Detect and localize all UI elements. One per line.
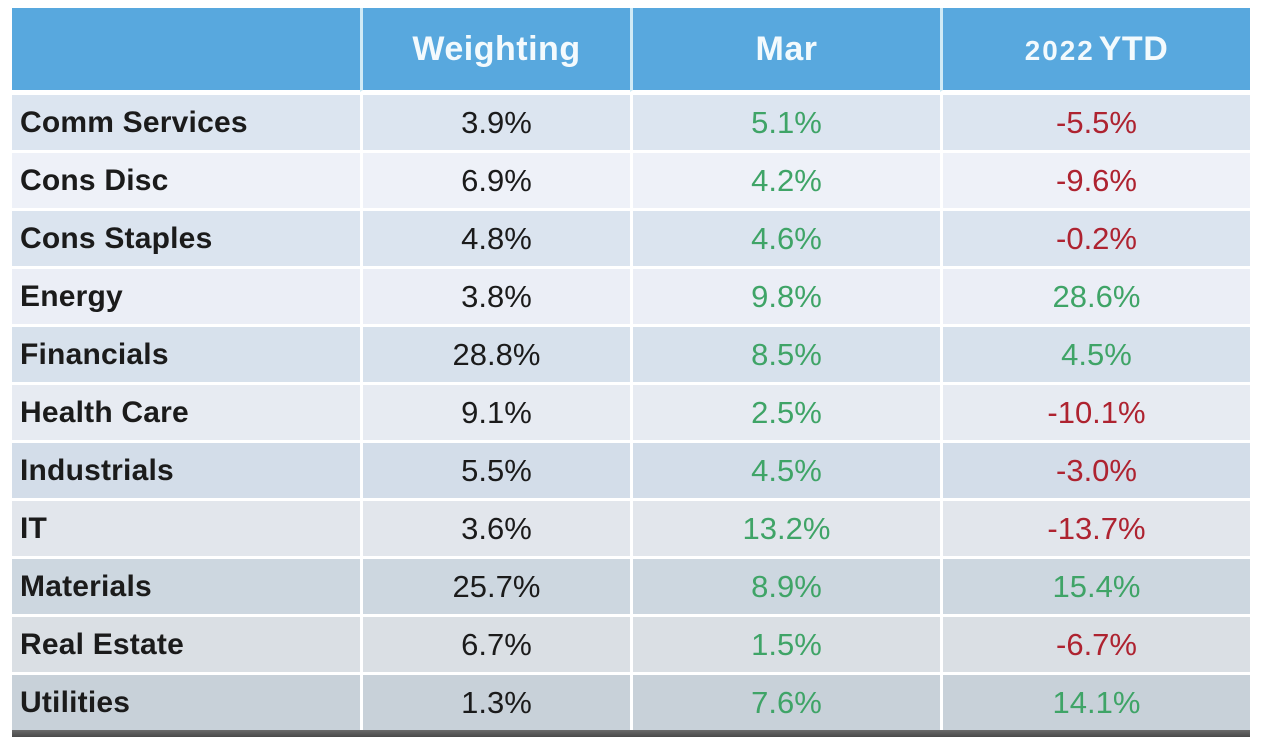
table-row: Financials 28.8% 8.5% 4.5% xyxy=(12,324,1250,382)
sector-label: Utilities xyxy=(12,672,360,730)
ytd-value: -3.0% xyxy=(940,440,1250,498)
ytd-value: -13.7% xyxy=(940,498,1250,556)
mar-value: 4.5% xyxy=(630,440,940,498)
ytd-value: -10.1% xyxy=(940,382,1250,440)
weighting-value: 28.8% xyxy=(360,324,630,382)
mar-value: 4.2% xyxy=(630,150,940,208)
sector-label: Financials xyxy=(12,324,360,382)
table-row: Cons Staples 4.8% 4.6% -0.2% xyxy=(12,208,1250,266)
col-header-ytd: 2022 YTD xyxy=(940,8,1250,92)
weighting-value: 6.9% xyxy=(360,150,630,208)
sector-returns-table: Weighting Mar 2022 YTD Comm Services 3.9%… xyxy=(12,8,1250,730)
weighting-value: 3.8% xyxy=(360,266,630,324)
col-header-mar: Mar xyxy=(630,8,940,92)
table-row: Materials 25.7% 8.9% 15.4% xyxy=(12,556,1250,614)
table-row: IT 3.6% 13.2% -13.7% xyxy=(12,498,1250,556)
ytd-value: -9.6% xyxy=(940,150,1250,208)
sector-label: Industrials xyxy=(12,440,360,498)
sector-label: Cons Disc xyxy=(12,150,360,208)
sector-label: Health Care xyxy=(12,382,360,440)
corner-cell xyxy=(12,8,360,92)
weighting-value: 6.7% xyxy=(360,614,630,672)
ytd-value: -6.7% xyxy=(940,614,1250,672)
sector-label: IT xyxy=(12,498,360,556)
sector-label: Comm Services xyxy=(12,92,360,150)
weighting-value: 4.8% xyxy=(360,208,630,266)
weighting-value: 1.3% xyxy=(360,672,630,730)
table-body: Comm Services 3.9% 5.1% -5.5% Cons Disc … xyxy=(12,92,1250,730)
ytd-value: 28.6% xyxy=(940,266,1250,324)
mar-value: 4.6% xyxy=(630,208,940,266)
ytd-value: -5.5% xyxy=(940,92,1250,150)
table-row: Comm Services 3.9% 5.1% -5.5% xyxy=(12,92,1250,150)
bottom-shadow-bar xyxy=(12,730,1250,737)
table-row: Real Estate 6.7% 1.5% -6.7% xyxy=(12,614,1250,672)
mar-value: 8.9% xyxy=(630,556,940,614)
sector-label: Cons Staples xyxy=(12,208,360,266)
ytd-value: 14.1% xyxy=(940,672,1250,730)
mar-value: 2.5% xyxy=(630,382,940,440)
ytd-suffix: YTD xyxy=(1098,29,1169,68)
mar-value: 5.1% xyxy=(630,92,940,150)
mar-value: 8.5% xyxy=(630,324,940,382)
table-row: Health Care 9.1% 2.5% -10.1% xyxy=(12,382,1250,440)
weighting-value: 25.7% xyxy=(360,556,630,614)
ytd-value: 15.4% xyxy=(940,556,1250,614)
header-row: Weighting Mar 2022 YTD xyxy=(12,8,1250,92)
table-row: Cons Disc 6.9% 4.2% -9.6% xyxy=(12,150,1250,208)
table-header: Weighting Mar 2022 YTD xyxy=(12,8,1250,92)
mar-value: 1.5% xyxy=(630,614,940,672)
sector-label: Real Estate xyxy=(12,614,360,672)
weighting-value: 5.5% xyxy=(360,440,630,498)
weighting-value: 3.6% xyxy=(360,498,630,556)
weighting-value: 9.1% xyxy=(360,382,630,440)
ytd-year: 2022 xyxy=(1024,34,1095,66)
sector-label: Energy xyxy=(12,266,360,324)
mar-value: 9.8% xyxy=(630,266,940,324)
col-header-weighting: Weighting xyxy=(360,8,630,92)
table-row: Utilities 1.3% 7.6% 14.1% xyxy=(12,672,1250,730)
table-row: Energy 3.8% 9.8% 28.6% xyxy=(12,266,1250,324)
sector-returns-table-container: Weighting Mar 2022 YTD Comm Services 3.9%… xyxy=(12,8,1250,737)
mar-value: 13.2% xyxy=(630,498,940,556)
ytd-value: -0.2% xyxy=(940,208,1250,266)
ytd-value: 4.5% xyxy=(940,324,1250,382)
mar-value: 7.6% xyxy=(630,672,940,730)
weighting-value: 3.9% xyxy=(360,92,630,150)
table-row: Industrials 5.5% 4.5% -3.0% xyxy=(12,440,1250,498)
sector-label: Materials xyxy=(12,556,360,614)
